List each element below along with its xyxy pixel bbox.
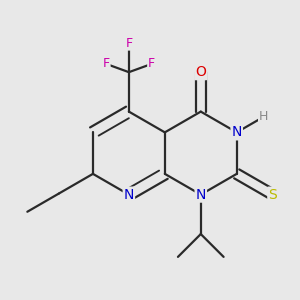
Text: N: N (124, 188, 134, 202)
Text: H: H (259, 110, 268, 123)
Text: N: N (232, 125, 242, 140)
Text: F: F (148, 57, 155, 70)
Text: F: F (125, 37, 132, 50)
Text: F: F (103, 57, 110, 70)
Text: N: N (196, 188, 206, 202)
Text: S: S (268, 188, 277, 202)
Text: O: O (195, 65, 206, 79)
